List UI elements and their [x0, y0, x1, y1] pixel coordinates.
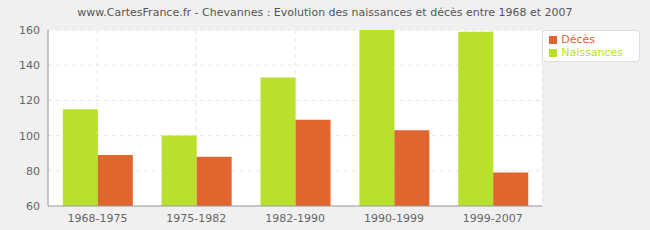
svg-text:1990-1999: 1990-1999 [364, 212, 424, 225]
svg-text:100: 100 [19, 130, 40, 143]
svg-text:1975-1982: 1975-1982 [166, 212, 226, 225]
svg-text:140: 140 [19, 59, 40, 72]
svg-text:160: 160 [19, 24, 40, 37]
svg-text:1968-1975: 1968-1975 [67, 212, 127, 225]
svg-text:80: 80 [26, 165, 40, 178]
svg-text:120: 120 [19, 94, 40, 107]
svg-text:60: 60 [26, 200, 40, 213]
html-text:www.CartesFrance.fr - Chevanne: www.CartesFrance.fr - Chevannes : Evolut… [77, 6, 573, 19]
html-text:Décès: Décès [561, 33, 595, 46]
svg-text:1999-2007: 1999-2007 [463, 212, 523, 225]
html-text:Naissances: Naissances [561, 46, 623, 59]
svg-text:1982-1990: 1982-1990 [265, 212, 325, 225]
